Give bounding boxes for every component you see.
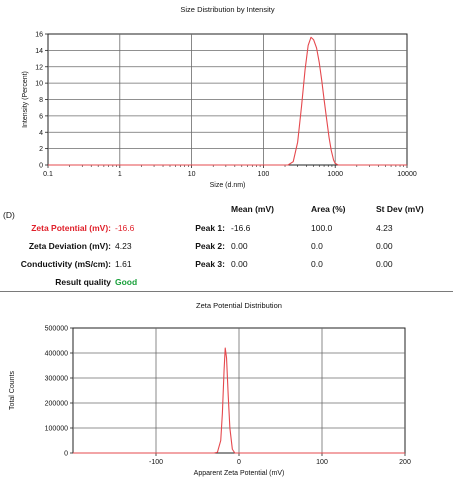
x-tick-label: -100 <box>149 459 163 466</box>
chart-title: Zeta Potential Distribution <box>196 301 282 310</box>
y-tick-label: 6 <box>39 113 43 120</box>
x-tick-label: 0.1 <box>43 171 53 178</box>
header-area: Area (%) <box>311 204 346 214</box>
header-stdev: St Dev (mV) <box>376 204 424 214</box>
zeta-deviation-value: 4.23 <box>115 241 132 251</box>
y-tick-label: 16 <box>35 32 43 39</box>
y-tick-label: 4 <box>39 130 43 137</box>
results-panel: (D) Mean (mV) Area (%) St Dev (mV) Zeta … <box>0 198 453 294</box>
y-tick-label: 12 <box>35 64 43 71</box>
peak-1-label: Peak 1: <box>195 223 225 233</box>
x-tick-label: 10000 <box>397 171 417 178</box>
result-quality-value: Good <box>115 277 138 287</box>
conductivity-label: Conductivity (mS/cm): <box>20 259 111 269</box>
peak-3-mean: 0.00 <box>231 259 248 269</box>
y-tick-label: 300000 <box>45 376 68 383</box>
peak-3-label: Peak 3: <box>195 259 225 269</box>
peak-2-label: Peak 2: <box>195 241 225 251</box>
x-axis-title: Apparent Zeta Potential (mV) <box>194 470 285 477</box>
x-tick-label: 200 <box>399 459 411 466</box>
y-tick-label: 14 <box>35 48 43 55</box>
x-tick-label: 1 <box>118 171 122 178</box>
peak-2-mean: 0.00 <box>231 241 248 251</box>
x-tick-label: 1000 <box>327 171 343 178</box>
y-tick-label: 0 <box>64 451 68 458</box>
y-tick-label: 400000 <box>45 351 68 358</box>
zeta-potential-chart: Zeta Potential Distribution -100 0 100 200 0 1… <box>9 301 411 477</box>
peak-1-mean: -16.6 <box>231 223 251 233</box>
x-tick-label: 100 <box>316 459 328 466</box>
header-mean: Mean (mV) <box>231 204 274 214</box>
y-tick-label: 0 <box>39 163 43 170</box>
y-tick-label: 8 <box>39 97 43 104</box>
x-axis-title: Size (d.nm) <box>210 182 246 189</box>
y-tick-label: 500000 <box>45 326 68 333</box>
y-tick-label: 10 <box>35 81 43 88</box>
y-tick-label: 2 <box>39 146 43 153</box>
data-series-line <box>48 36 407 166</box>
y-axis-title: Total Counts <box>9 371 16 410</box>
peak-3-area: 0.0 <box>311 259 323 269</box>
y-axis-title: Intensity (Percent) <box>22 71 29 128</box>
data-series-line <box>73 347 405 454</box>
x-tick-label: 0 <box>237 459 241 466</box>
zeta-potential-value: -16.6 <box>115 223 135 233</box>
peak-1-area: 100.0 <box>311 223 333 233</box>
zeta-deviation-label: Zeta Deviation (mV): <box>28 241 111 251</box>
x-tick-label: 10 <box>188 171 196 178</box>
y-tick-label: 200000 <box>45 401 68 408</box>
chart-title: Size Distribution by Intensity <box>180 5 274 14</box>
y-tick-label: 100000 <box>45 426 68 433</box>
panel-label: (D) <box>3 210 15 220</box>
peak-2-area: 0.0 <box>311 241 323 251</box>
conductivity-value: 1.61 <box>115 259 132 269</box>
x-tick-label: 100 <box>258 171 270 178</box>
peak-3-stdev: 0.00 <box>376 259 393 269</box>
result-quality-label: Result quality <box>55 277 111 287</box>
peak-1-stdev: 4.23 <box>376 223 393 233</box>
section-divider <box>0 291 453 292</box>
peak-2-stdev: 0.00 <box>376 241 393 251</box>
zeta-potential-label: Zeta Potential (mV): <box>31 223 111 233</box>
